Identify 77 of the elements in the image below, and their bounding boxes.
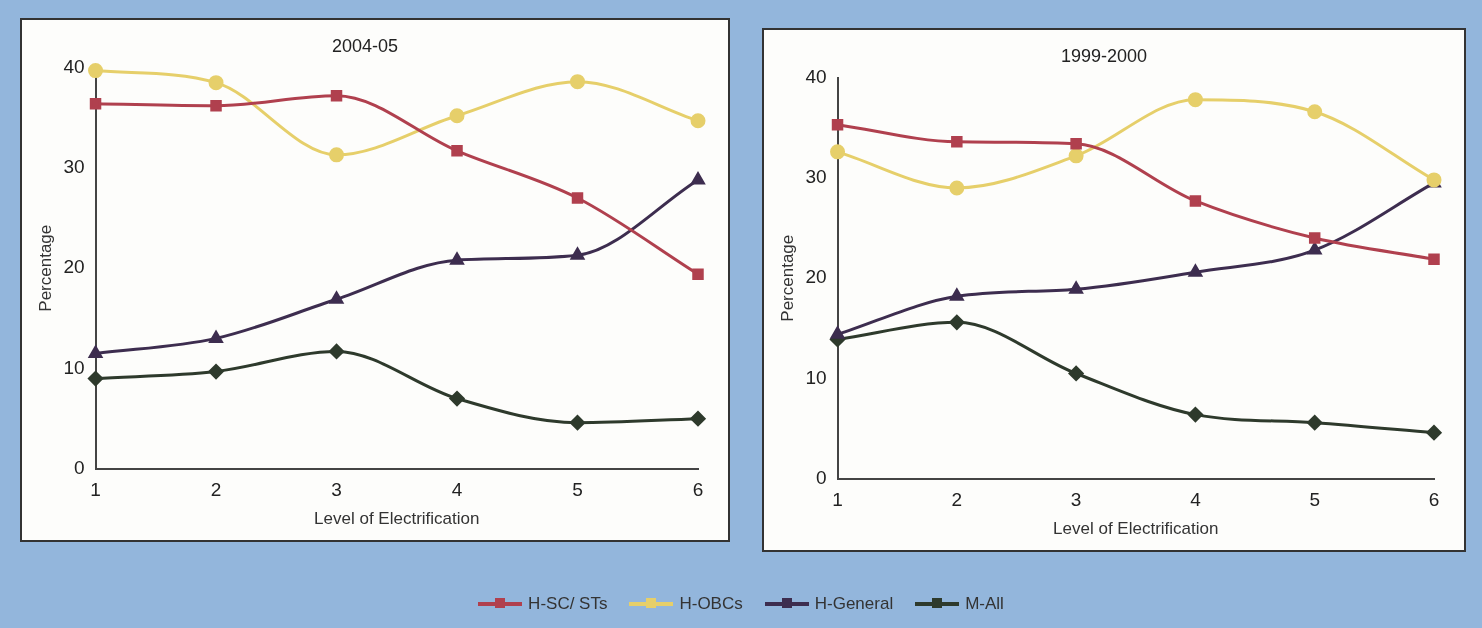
- x-tick-label: 2: [210, 479, 222, 501]
- chart-title: 1999-2000: [1060, 45, 1148, 66]
- point: [208, 75, 224, 91]
- x-tick-label: 1: [90, 479, 101, 501]
- point: [1068, 365, 1084, 381]
- y-tick-label: 30: [63, 156, 85, 178]
- point: [88, 345, 103, 358]
- point: [1068, 148, 1084, 164]
- point: [329, 147, 345, 163]
- point: [1308, 242, 1322, 255]
- point: [690, 411, 706, 427]
- x-tick-label: 4: [1190, 489, 1202, 511]
- x-tick-label: 3: [331, 479, 342, 501]
- point: [88, 63, 104, 79]
- point: [1070, 138, 1082, 150]
- point: [950, 288, 964, 301]
- point: [329, 343, 345, 359]
- x-tick-label: 5: [1309, 489, 1320, 511]
- y-tick-label: 10: [805, 366, 827, 388]
- point: [89, 97, 102, 110]
- point: [330, 89, 343, 102]
- y-axis-title: Percentage: [35, 224, 55, 312]
- point: [1307, 415, 1323, 431]
- x-tick-label: 5: [572, 479, 583, 501]
- point: [951, 136, 963, 148]
- y-tick-label: 30: [805, 166, 827, 188]
- point: [690, 113, 706, 129]
- x-tick-label: 6: [1428, 489, 1440, 511]
- y-tick-label: 20: [63, 256, 85, 278]
- y-tick-label: 0: [815, 467, 827, 489]
- point: [88, 371, 104, 387]
- point: [1187, 92, 1203, 108]
- point: [949, 314, 965, 330]
- x-tick-label: 6: [692, 479, 704, 501]
- y-tick-label: 0: [73, 457, 85, 479]
- point: [570, 74, 586, 90]
- point: [209, 330, 223, 343]
- point: [208, 364, 224, 380]
- point: [450, 252, 464, 265]
- legend-label: M-All: [965, 594, 1004, 614]
- point: [329, 291, 344, 304]
- y-axis-title: Percentage: [777, 234, 797, 322]
- point: [210, 99, 222, 112]
- x-tick-label: 2: [951, 489, 963, 511]
- point: [1188, 264, 1203, 277]
- point: [449, 108, 465, 124]
- point: [449, 391, 465, 407]
- x-axis-title: Level of Electrification: [1053, 519, 1219, 539]
- x-tick-label: 4: [451, 479, 463, 501]
- y-tick-label: 40: [63, 55, 85, 77]
- point: [571, 192, 584, 204]
- x-axis-title: Level of Electrification: [314, 509, 480, 529]
- legend-label: H-OBCs: [679, 594, 743, 614]
- x-tick-label: 1: [832, 489, 843, 511]
- legend-label: H-SC/ STs: [528, 594, 608, 614]
- point: [831, 119, 844, 131]
- y-tick-label: 10: [63, 356, 85, 378]
- point: [451, 145, 463, 157]
- point: [1426, 425, 1442, 441]
- x-tick-label: 3: [1070, 489, 1082, 511]
- point: [830, 326, 845, 339]
- y-tick-label: 20: [805, 266, 827, 288]
- legend-label: H-General: [814, 594, 894, 614]
- point: [570, 415, 586, 431]
- point: [692, 268, 704, 280]
- point: [1428, 253, 1440, 265]
- point: [830, 144, 846, 160]
- point: [570, 247, 585, 260]
- point: [1307, 104, 1323, 120]
- point: [1189, 195, 1202, 207]
- point: [691, 172, 705, 185]
- chart-title: 2004-05: [331, 35, 399, 56]
- point: [1069, 281, 1083, 294]
- y-tick-label: 40: [805, 65, 827, 87]
- point: [1187, 407, 1203, 423]
- point: [1308, 232, 1321, 244]
- point: [949, 180, 965, 196]
